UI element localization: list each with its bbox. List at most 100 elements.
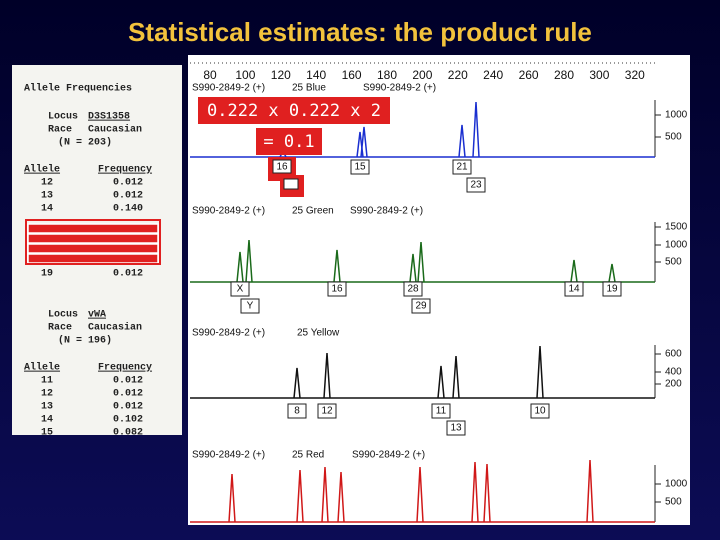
peak bbox=[228, 473, 236, 523]
peak bbox=[409, 253, 417, 283]
peak bbox=[323, 352, 331, 399]
frequency-cell: 0.140 bbox=[113, 204, 143, 215]
race-label: Race bbox=[48, 323, 72, 334]
size-tick-label: 160 bbox=[342, 68, 362, 82]
peak bbox=[360, 126, 368, 158]
intensity-tick-label: 1000 bbox=[665, 479, 688, 490]
allele-call-box bbox=[327, 281, 347, 297]
cover-bar bbox=[27, 223, 159, 234]
panel-label: S990-2849-2 (+) bbox=[192, 450, 265, 461]
intensity-tick-label: 400 bbox=[665, 367, 682, 378]
annotations: 0.222 x 0.222 x 2 = 0.1 16 bbox=[198, 97, 390, 197]
cover-bar bbox=[27, 243, 159, 254]
frequency-cell: 0.012 bbox=[113, 178, 143, 189]
allele-call-box bbox=[287, 403, 307, 419]
result-box bbox=[256, 128, 322, 155]
panel-label: S990-2849-2 (+) bbox=[192, 328, 265, 339]
peak bbox=[608, 263, 616, 283]
cover-bar bbox=[27, 253, 159, 264]
panel-label: S990-2849-2 (+) bbox=[363, 83, 436, 94]
intensity-tick-label: 500 bbox=[665, 132, 682, 143]
column-header: Allele bbox=[24, 164, 60, 176]
size-tick-label: 100 bbox=[235, 68, 255, 82]
frequency-cell: 0.012 bbox=[113, 376, 143, 387]
allele-call: X bbox=[237, 284, 244, 295]
slide-title: Statistical estimates: the product rule bbox=[128, 17, 592, 47]
size-tick-label: 120 bbox=[271, 68, 291, 82]
peak bbox=[458, 124, 466, 158]
allele-call: 8 bbox=[294, 406, 300, 417]
product-box bbox=[198, 97, 390, 124]
intensity-tick-label: 1000 bbox=[665, 110, 688, 121]
allele-call-box bbox=[240, 298, 260, 314]
highlight-call-box bbox=[272, 159, 292, 174]
peak bbox=[586, 459, 594, 523]
intensity-tick-label: 600 bbox=[665, 349, 682, 360]
peak bbox=[337, 471, 345, 523]
frequency-cell: 0.012 bbox=[113, 402, 143, 413]
frequency-cell: 0.082 bbox=[113, 428, 143, 439]
frequency-table: Allele Frequencies Locus D3S1358 Race Caucas… bbox=[24, 83, 161, 439]
peak bbox=[471, 461, 479, 523]
allele-call-box bbox=[466, 177, 486, 193]
panel-label: S990-2849-2 (+) bbox=[350, 206, 423, 217]
size-tick-label: 300 bbox=[589, 68, 609, 82]
allele-call: 12 bbox=[321, 406, 333, 417]
allele-cell: 19 bbox=[41, 269, 53, 280]
allele-call-box bbox=[403, 281, 423, 297]
peak bbox=[452, 355, 460, 399]
allele-call: 19 bbox=[606, 284, 618, 295]
peak bbox=[417, 241, 425, 283]
allele-cell: 13 bbox=[41, 191, 53, 202]
panel-label: S990-2849-2 (+) bbox=[192, 83, 265, 94]
peak bbox=[236, 251, 244, 283]
column-header: Frequency bbox=[98, 363, 152, 374]
allele-call: 21 bbox=[456, 162, 468, 173]
allele-call: 28 bbox=[407, 284, 419, 295]
allele-call-box bbox=[446, 420, 466, 436]
allele-call: 16 bbox=[331, 284, 343, 295]
highlight-call: 16 bbox=[276, 162, 288, 173]
race-name: Caucasian bbox=[88, 322, 142, 334]
intensity-tick-label: 500 bbox=[665, 497, 682, 508]
allele-call: 29 bbox=[415, 301, 427, 312]
peak bbox=[536, 345, 544, 399]
locus-name: vWA bbox=[88, 310, 106, 321]
peak bbox=[296, 469, 304, 523]
allele-call-box bbox=[411, 298, 431, 314]
panel-label: 25 Yellow bbox=[297, 328, 340, 339]
locus-label: Locus bbox=[48, 112, 78, 123]
electropherogram: 80 100 120 140 160 180 200 220 240 260 280 300 320 S9… bbox=[190, 62, 688, 523]
panel-label: 25 Blue bbox=[292, 83, 326, 94]
peak bbox=[483, 463, 491, 523]
size-tick-label: 260 bbox=[519, 68, 539, 82]
column-header: Allele bbox=[24, 362, 60, 374]
peak bbox=[321, 466, 329, 523]
sample-size: (N = 203) bbox=[58, 137, 112, 149]
race-name: Caucasian bbox=[88, 124, 142, 136]
intensity-tick-label: 1500 bbox=[665, 222, 688, 233]
allele-call-box bbox=[530, 403, 550, 419]
allele-call: 15 bbox=[354, 162, 366, 173]
size-tick-label: 240 bbox=[483, 68, 503, 82]
allele-call: 10 bbox=[534, 406, 546, 417]
panel-label: S990-2849-2 (+) bbox=[352, 450, 425, 461]
size-tick-label: 140 bbox=[306, 68, 326, 82]
result-text: = 0.1 bbox=[263, 132, 314, 152]
size-tick-label: 220 bbox=[448, 68, 468, 82]
allele-call-box bbox=[564, 281, 584, 297]
allele-call-box bbox=[317, 403, 337, 419]
allele-call-box bbox=[230, 281, 250, 297]
race-label: Race bbox=[48, 125, 72, 136]
product-text: 0.222 x 0.222 x 2 bbox=[207, 101, 381, 121]
frequency-cell: 0.012 bbox=[113, 269, 143, 280]
size-tick-label: 180 bbox=[377, 68, 397, 82]
allele-call: 14 bbox=[568, 284, 580, 295]
peak bbox=[293, 367, 301, 399]
panel-label: 25 Green bbox=[292, 206, 334, 217]
allele-call-box bbox=[431, 403, 451, 419]
allele-call-box bbox=[452, 159, 472, 175]
allele-cell: 12 bbox=[41, 389, 53, 400]
intensity-tick-label: 200 bbox=[665, 379, 682, 390]
